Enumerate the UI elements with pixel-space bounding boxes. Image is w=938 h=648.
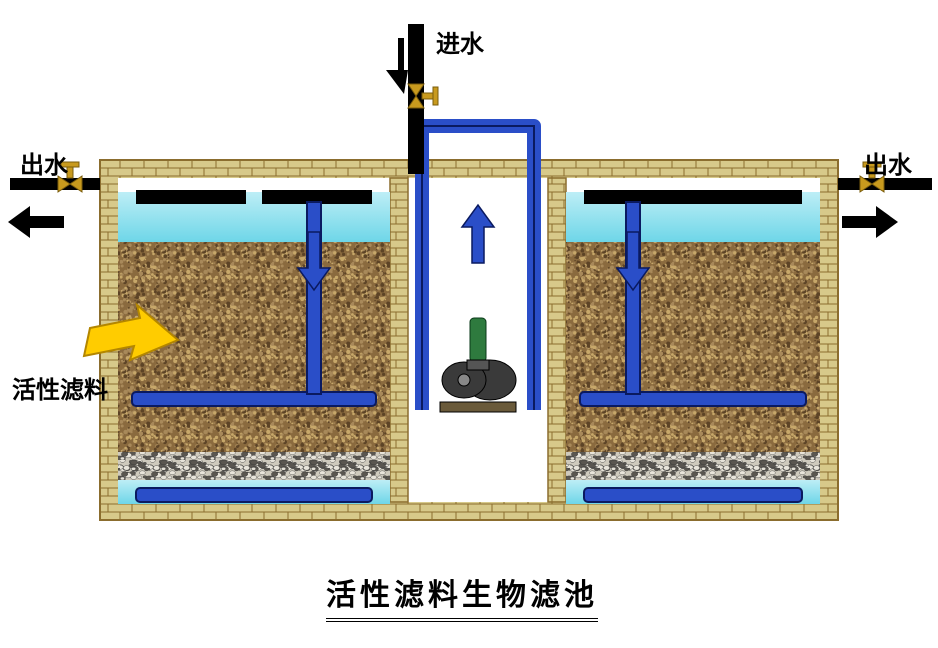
diagram-title: 活性滤料生物滤池 <box>326 570 598 622</box>
arrow-right-icon <box>842 206 898 238</box>
diagram-svg <box>0 0 938 648</box>
inner-wall-left <box>390 178 408 502</box>
label-outlet-right: 出水 <box>864 145 912 180</box>
diagram-root: 进水 出水 出水 活性滤料 活性滤料生物滤池 <box>0 0 938 648</box>
arrow-down-icon <box>386 38 408 94</box>
label-outlet-left: 出水 <box>20 145 68 180</box>
arrow-left-icon <box>8 206 64 238</box>
inner-wall-right <box>548 178 566 502</box>
label-inlet: 进水 <box>436 24 484 59</box>
label-media: 活性滤料 <box>12 370 108 405</box>
